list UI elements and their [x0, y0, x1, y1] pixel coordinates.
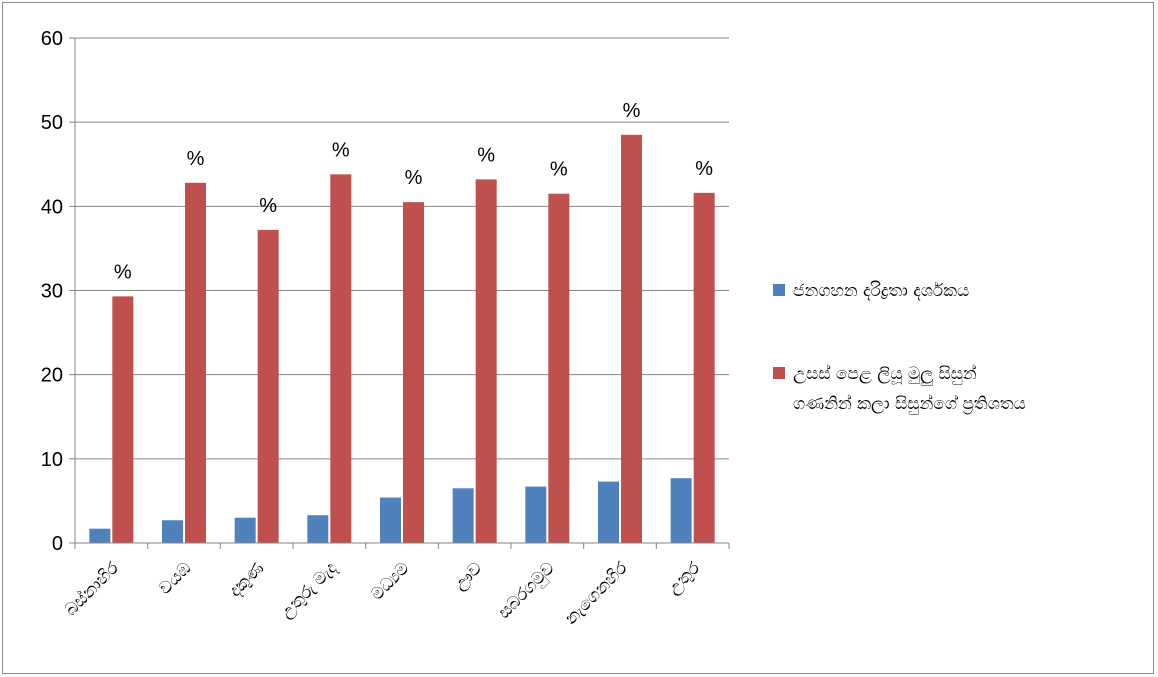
- legend-label-arts-students-pct-line1: උසස් පෙළ ලියූ මුලු සිසුන්: [793, 364, 977, 387]
- bar-arts-students-pct: [621, 134, 642, 543]
- bar-poverty-index: [452, 488, 474, 543]
- y-tick-label: 40: [41, 196, 63, 218]
- y-tick-label: 10: [41, 449, 63, 471]
- data-label-percent: %: [550, 159, 568, 181]
- data-label-percent: %: [477, 144, 495, 166]
- legend-label-poverty-index: ජනගහන දරිද්‍රතා දර්ශකය: [793, 281, 969, 301]
- bar-poverty-index: [380, 497, 401, 543]
- bar-arts-students-pct: [693, 192, 715, 543]
- data-label-percent: %: [259, 195, 277, 217]
- bar-arts-students-pct: [475, 179, 497, 543]
- x-category-label: උතුරු මැද: [277, 558, 342, 623]
- y-tick-label: 0: [52, 533, 63, 555]
- data-label-percent: %: [695, 158, 713, 180]
- y-tick-label: 30: [41, 281, 63, 303]
- x-category-label: බස්නාහිර: [61, 558, 123, 620]
- x-category-label: මධ්‍යම: [367, 558, 413, 604]
- legend-swatch-arts-students-pct: [773, 367, 785, 379]
- bar-poverty-index: [234, 517, 256, 543]
- bars: [89, 134, 715, 544]
- bar-poverty-index: [525, 486, 547, 543]
- bar-poverty-index: [162, 520, 183, 543]
- bar-poverty-index: [598, 481, 619, 543]
- data-label-percent: %: [405, 167, 423, 189]
- bar-arts-students-pct: [403, 202, 424, 543]
- legend-label-arts-students-pct-line2: ගණනින් කලා සිසුන්ගේ ප්‍රතිශතය: [793, 394, 1026, 414]
- x-category-label: උතුර: [664, 558, 705, 599]
- bar-arts-students-pct: [257, 229, 279, 543]
- data-label-percent: %: [623, 100, 641, 122]
- x-category-label: ඌව: [450, 558, 486, 594]
- bar-arts-students-pct: [185, 182, 206, 543]
- x-category-label: දකුණ: [225, 558, 268, 601]
- gridlines: [75, 37, 729, 460]
- bar-arts-students-pct: [330, 174, 352, 543]
- y-tick-label: 20: [41, 365, 63, 387]
- data-label-percent: %: [114, 261, 132, 283]
- bar-poverty-index: [89, 528, 111, 543]
- bar-poverty-index: [307, 515, 329, 543]
- y-tick-label: 50: [41, 112, 63, 134]
- axes: [69, 37, 730, 549]
- bar-arts-students-pct: [548, 193, 570, 544]
- x-category-label: නැගෙනහිර: [561, 558, 632, 629]
- legend: ජනගහන දරිද්‍රතා දර්ශකය උසස් පෙළ ලියූ මුල…: [773, 281, 1026, 414]
- bar-arts-students-pct: [112, 296, 134, 543]
- y-tick-label: 60: [41, 28, 63, 50]
- data-label-percent: %: [332, 139, 350, 161]
- x-category-label: වයඹ: [155, 558, 195, 598]
- bar-poverty-index: [670, 478, 692, 543]
- legend-swatch-poverty-index: [773, 284, 785, 296]
- x-category-label: සබරගමුව: [494, 558, 559, 623]
- data-label-percent: %: [187, 148, 205, 170]
